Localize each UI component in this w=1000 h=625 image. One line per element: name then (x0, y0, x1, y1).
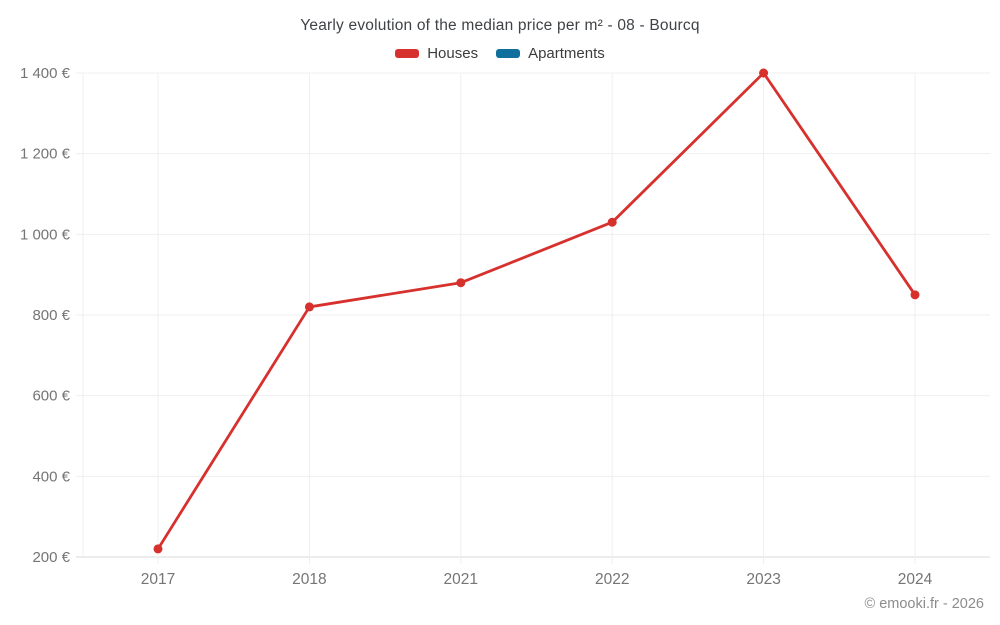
data-point-houses (153, 544, 163, 554)
data-point-houses (759, 68, 769, 78)
x-axis-tick-label: 2022 (595, 571, 629, 588)
data-point-houses (456, 278, 466, 288)
y-axis-tick-label: 200 € (32, 549, 70, 566)
apartments-legend-label: Apartments (528, 45, 605, 62)
y-axis-tick-label: 1 400 € (20, 65, 71, 82)
x-axis-tick-label: 2021 (444, 571, 478, 588)
y-axis-tick-label: 600 € (32, 388, 70, 405)
y-axis-tick-label: 1 000 € (20, 226, 71, 243)
series-line-houses (156, 71, 917, 551)
footer-credit: © emooki.fr - 2026 (864, 596, 984, 612)
chart-title: Yearly evolution of the median price per… (300, 17, 700, 34)
x-axis-tick-label: 2017 (141, 571, 175, 588)
y-axis-tick-label: 800 € (32, 307, 70, 324)
chart-legend: Houses Apartments (0, 45, 1000, 62)
legend-item-apartments[interactable]: Apartments (496, 45, 605, 62)
houses-legend-label: Houses (427, 45, 479, 62)
apartments-legend-swatch (496, 49, 521, 58)
legend-item-houses[interactable]: Houses (395, 45, 478, 62)
data-point-houses (607, 217, 617, 227)
x-axis-tick-label: 2023 (746, 571, 780, 588)
x-axis-tick-label: 2024 (898, 571, 933, 588)
y-axis-tick-label: 1 200 € (20, 146, 71, 163)
data-point-houses (910, 290, 920, 300)
data-point-houses (304, 302, 314, 312)
houses-legend-swatch (395, 49, 420, 58)
x-axis-tick-label: 2018 (292, 571, 326, 588)
y-axis-tick-label: 400 € (32, 468, 70, 485)
